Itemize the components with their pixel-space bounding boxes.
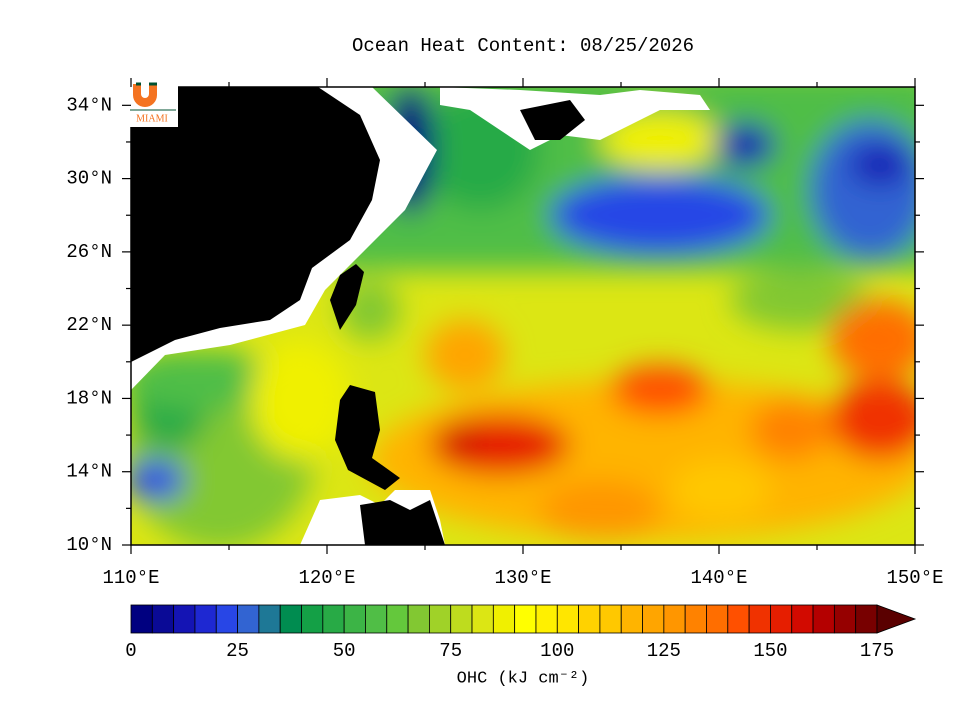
x-tick-label: 120°E — [298, 567, 355, 589]
colorbar-tick-label: 175 — [860, 640, 894, 662]
colorbar-swatch — [663, 604, 686, 634]
map-title: Ocean Heat Content: 08/25/2026 — [352, 35, 694, 57]
colorbar-swatch — [386, 604, 409, 634]
colorbar-swatch — [237, 604, 260, 634]
y-tick-label: 18°N — [66, 387, 112, 409]
colorbar-swatch — [428, 604, 452, 634]
colorbar-swatch — [258, 604, 281, 634]
y-tick-label: 26°N — [66, 241, 112, 263]
colorbar-swatch — [556, 604, 579, 634]
colorbar-swatch — [279, 604, 302, 634]
colorbar-swatch — [833, 604, 857, 634]
y-tick-label: 14°N — [66, 461, 112, 483]
colorbar-swatch — [770, 604, 793, 634]
colorbar-tick-label: 100 — [540, 640, 574, 662]
colorbar-swatch — [365, 604, 388, 634]
colorbar-swatch — [322, 604, 345, 634]
colorbar-tick-label: 50 — [333, 640, 356, 662]
colorbar-extend — [876, 604, 917, 634]
ohc-field — [131, 87, 915, 545]
colorbar-swatch — [492, 604, 516, 634]
colorbar-swatch — [471, 604, 494, 634]
colorbar-swatch — [535, 604, 558, 634]
colorbar-swatch — [620, 604, 643, 634]
colorbar-swatch — [855, 604, 878, 634]
colorbar-swatch — [599, 604, 622, 634]
colorbar-tick-label: 25 — [226, 640, 249, 662]
colorbar-swatch — [450, 604, 473, 634]
y-tick-label: 34°N — [66, 94, 112, 116]
colorbar-swatch — [578, 604, 601, 634]
colorbar-tick-label: 0 — [125, 640, 136, 662]
colorbar-swatch — [130, 604, 153, 634]
colorbar-swatch — [642, 604, 665, 634]
colorbar-swatch — [173, 604, 196, 634]
colorbar-swatch — [748, 604, 771, 634]
x-tick-label: 140°E — [690, 567, 747, 589]
colorbar-swatch — [215, 604, 238, 634]
y-tick-label: 30°N — [66, 168, 112, 190]
colorbar-tick-label: 125 — [647, 640, 681, 662]
colorbar-label: OHC (kJ cm⁻²) — [457, 669, 590, 688]
colorbar-tick-label: 75 — [439, 640, 462, 662]
colorbar-swatch — [791, 604, 814, 634]
y-tick-label: 10°N — [66, 534, 112, 556]
x-tick-label: 130°E — [494, 567, 551, 589]
colorbar-swatch — [812, 604, 835, 634]
colorbar-swatch — [706, 604, 729, 634]
colorbar-swatch — [194, 604, 217, 634]
colorbar-swatch — [151, 604, 175, 634]
colorbar-swatch — [407, 604, 430, 634]
colorbar-swatch — [514, 604, 537, 634]
colorbar-swatch — [343, 604, 366, 634]
colorbar-swatch — [684, 604, 707, 634]
logo: MIAMI — [127, 78, 178, 127]
colorbar-tick-label: 150 — [753, 640, 787, 662]
x-tick-label: 150°E — [886, 567, 943, 589]
colorbar-swatch — [727, 604, 750, 634]
x-tick-label: 110°E — [102, 567, 159, 589]
colorbar-swatch — [301, 604, 324, 634]
y-tick-label: 22°N — [66, 314, 112, 336]
logo-text: MIAMI — [136, 113, 168, 124]
